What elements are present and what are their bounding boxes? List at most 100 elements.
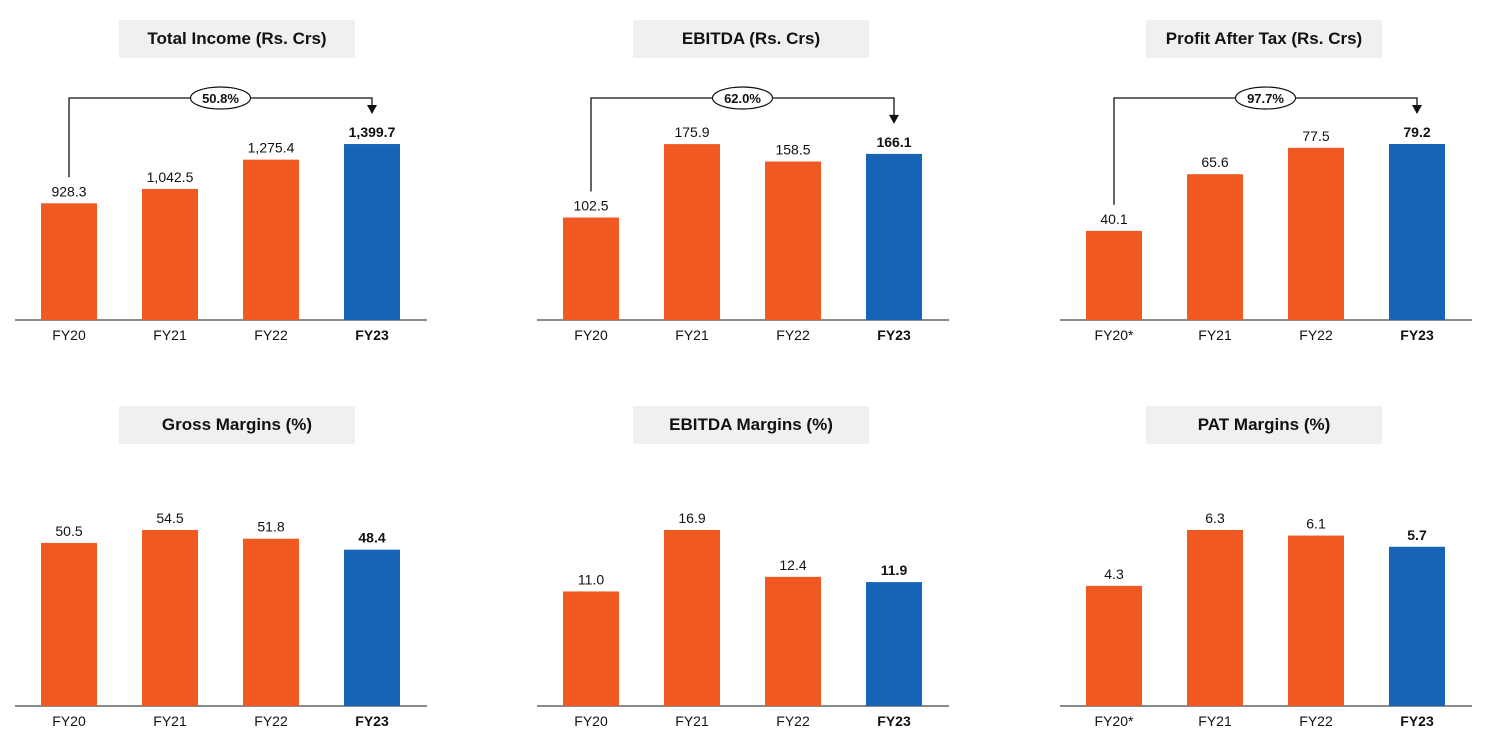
bar-fy22 (765, 576, 821, 706)
data-label: 4.3 (1104, 566, 1124, 582)
bar-fy20 (1086, 230, 1142, 320)
chart-svg: 11.0 FY20 16.9 FY21 12.4 FY22 11.9 FY23 (537, 510, 949, 729)
data-label: 5.7 (1407, 527, 1427, 543)
data-label: 79.2 (1403, 124, 1430, 140)
bar-fy22 (243, 159, 299, 320)
growth-bracket (590, 97, 895, 192)
bar-fy23 (344, 144, 400, 320)
tick-label: FY23 (877, 713, 911, 729)
tick-label: FY21 (675, 713, 709, 729)
chart-panel-profit-after-tax: Profit After Tax (Rs. Crs) 40.1 FY20* 65.6… (1060, 20, 1480, 365)
bar-fy21 (664, 144, 720, 320)
tick-label: FY22 (776, 713, 810, 729)
bar-fy22 (1288, 147, 1344, 320)
tick-label: FY20* (1095, 713, 1134, 729)
tick-label: FY21 (153, 327, 187, 343)
bar-fy20 (1086, 585, 1142, 706)
data-label: 175.9 (674, 124, 709, 140)
tick-label: FY21 (153, 713, 187, 729)
tick-label: FY23 (355, 327, 389, 343)
growth-badge (1234, 86, 1297, 110)
bar-fy23 (866, 153, 922, 320)
growth-bracket (1113, 97, 1418, 205)
bar-fy23 (866, 582, 922, 706)
bar-fy21 (1187, 174, 1243, 320)
tick-label: FY22 (1299, 327, 1333, 343)
chart-svg: 4.3 FY20* 6.3 FY21 6.1 FY22 5.7 FY23 (1060, 510, 1472, 729)
tick-label: FY21 (1198, 713, 1232, 729)
data-label: 166.1 (876, 134, 911, 150)
bar-fy20 (563, 591, 619, 706)
data-label: 11.9 (881, 562, 908, 578)
tick-label: FY23 (877, 327, 911, 343)
growth-badge (711, 86, 774, 110)
chart-title: PAT Margins (%) (1146, 406, 1382, 444)
bar-fy21 (664, 530, 720, 706)
data-label: 40.1 (1100, 211, 1127, 227)
data-label: 65.6 (1201, 154, 1228, 170)
bar-fy22 (765, 161, 821, 320)
tick-label: FY22 (254, 327, 288, 343)
data-label: 50.5 (55, 523, 82, 539)
data-label: 102.5 (573, 198, 608, 214)
data-label: 48.4 (358, 530, 385, 546)
data-label: 16.9 (678, 510, 705, 526)
tick-label: FY23 (1400, 327, 1434, 343)
tick-label: FY21 (1198, 327, 1232, 343)
bar-fy21 (142, 188, 198, 320)
bar-fy20 (41, 203, 97, 320)
chart-title: Gross Margins (%) (119, 406, 355, 444)
data-label: 6.3 (1205, 510, 1225, 526)
data-label: 6.1 (1306, 516, 1326, 532)
data-label: 77.5 (1302, 128, 1329, 144)
tick-label: FY20 (574, 327, 608, 343)
bar-fy23 (1389, 546, 1445, 706)
bar-fy21 (142, 530, 198, 706)
chart-panel-ebitda-margins: EBITDA Margins (%) 11.0 FY20 16.9 FY21 12.4 F… (537, 406, 957, 751)
growth-bracket (68, 97, 373, 178)
data-label: 158.5 (775, 142, 810, 158)
chart-panel-total-income: Total Income (Rs. Crs) 928.3 FY20 1,042.5 F… (15, 20, 435, 365)
tick-label: FY23 (1400, 713, 1434, 729)
data-label: 1,399.7 (349, 124, 396, 140)
bar-fy20 (563, 217, 619, 320)
tick-label: FY22 (776, 327, 810, 343)
data-label: 1,042.5 (147, 169, 194, 185)
data-label: 51.8 (257, 519, 284, 535)
tick-label: FY20* (1095, 327, 1134, 343)
chart-title: Profit After Tax (Rs. Crs) (1146, 20, 1382, 58)
chart-svg: 50.5 FY20 54.5 FY21 51.8 FY22 48.4 FY23 (15, 510, 427, 729)
tick-label: FY22 (1299, 713, 1333, 729)
bar-fy22 (243, 538, 299, 706)
chart-svg: 928.3 FY20 1,042.5 FY21 1,275.4 FY22 1,399.7 FY… (15, 86, 427, 343)
chart-panel-pat-margins: PAT Margins (%) 4.3 FY20* 6.3 FY21 6.1 FY22 5.… (1060, 406, 1480, 751)
data-label: 54.5 (156, 510, 183, 526)
growth-label: 50.8% (202, 91, 239, 106)
bar-fy21 (1187, 530, 1243, 706)
bar-fy20 (41, 542, 97, 706)
arrow-down-icon (367, 105, 377, 115)
bar-fy22 (1288, 535, 1344, 706)
tick-label: FY20 (52, 327, 86, 343)
bar-fy23 (344, 549, 400, 706)
tick-label: FY22 (254, 713, 288, 729)
growth-label: 97.7% (1247, 91, 1284, 106)
tick-label: FY21 (675, 327, 709, 343)
chart-title: EBITDA Margins (%) (633, 406, 869, 444)
chart-panel-gross-margins: Gross Margins (%) 50.5 FY20 54.5 FY21 51.8 FY… (15, 406, 435, 751)
arrow-down-icon (1412, 105, 1422, 114)
tick-label: FY20 (574, 713, 608, 729)
bar-fy23 (1389, 144, 1445, 320)
chart-svg: 102.5 FY20 175.9 FY21 158.5 FY22 166.1 FY23 62.0… (537, 86, 949, 343)
growth-label: 62.0% (724, 91, 761, 106)
growth-badge (189, 86, 252, 110)
data-label: 12.4 (779, 557, 806, 573)
tick-label: FY23 (355, 713, 389, 729)
chart-title: Total Income (Rs. Crs) (119, 20, 355, 58)
arrow-down-icon (889, 114, 899, 124)
chart-panel-ebitda: EBITDA (Rs. Crs) 102.5 FY20 175.9 FY21 158.5… (537, 20, 957, 365)
data-label: 928.3 (51, 183, 86, 199)
data-label: 11.0 (578, 571, 604, 587)
data-label: 1,275.4 (248, 140, 295, 156)
chart-title: EBITDA (Rs. Crs) (633, 20, 869, 58)
